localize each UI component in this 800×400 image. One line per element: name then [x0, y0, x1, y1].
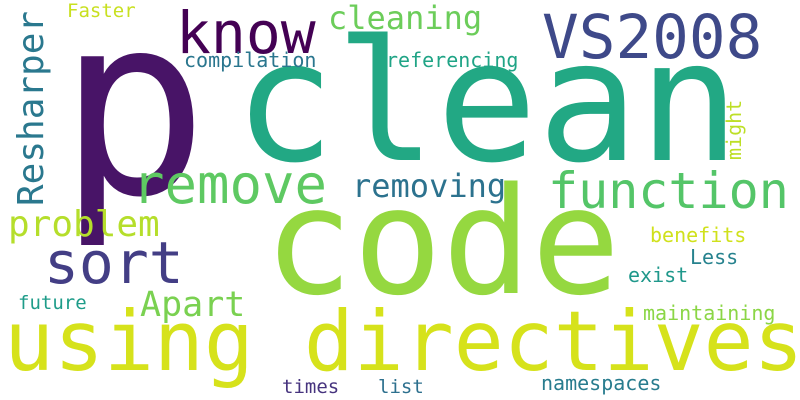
word-benefits: benefits [650, 223, 747, 247]
word-times: times [282, 376, 340, 398]
word-exist: exist [628, 263, 689, 287]
word-problem: problem [8, 204, 160, 245]
word-apart: Apart [140, 285, 246, 325]
word-sort: sort [44, 229, 184, 297]
word-p: p [58, 0, 209, 252]
word-compilation: compilation [184, 48, 317, 72]
word-future: future [18, 292, 87, 314]
word-using-directives: using directives [4, 293, 800, 390]
word-removing: removing [352, 167, 507, 205]
word-less: Less [690, 245, 739, 269]
word-code: code [264, 156, 621, 328]
word-list: list [378, 376, 424, 398]
word-cleaning: cleaning [328, 0, 483, 37]
word-might: might [722, 99, 746, 160]
word-function: function [548, 162, 789, 220]
word-faster: Faster [67, 0, 136, 22]
word-clean: clean [234, 4, 740, 200]
word-maintaining: maintaining [643, 301, 776, 325]
word-resharper: Resharper [11, 10, 52, 206]
word-namespaces: namespaces [541, 371, 662, 395]
word-know: know [176, 0, 316, 67]
word-referencing: referencing [386, 48, 519, 72]
word-remove: remove [132, 153, 328, 216]
word-vs2008: VS2008 [542, 2, 763, 73]
